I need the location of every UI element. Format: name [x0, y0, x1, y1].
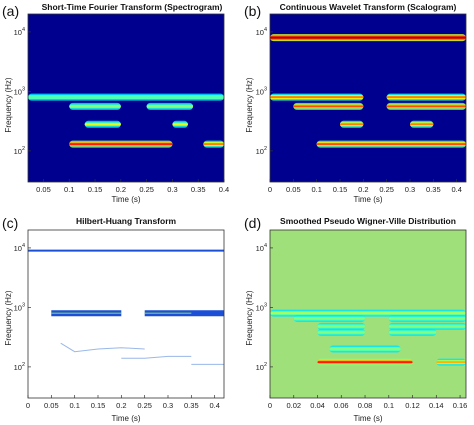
heatmap-band — [270, 36, 466, 39]
x-tick-label: 0.2 — [116, 185, 126, 194]
heatmap-band — [340, 123, 364, 126]
heatmap-band — [386, 96, 466, 99]
x-tick-label: 0.25 — [137, 401, 152, 410]
y-tick-label: 102 — [256, 146, 267, 156]
x-tick-label: 0.4 — [209, 401, 219, 410]
x-tick-label: 0.25 — [379, 185, 394, 194]
hht-trace — [121, 355, 192, 359]
heatmap-band — [172, 123, 188, 126]
x-tick-label: 0.12 — [405, 401, 420, 410]
heatmap-band — [317, 331, 366, 334]
heatmap-band — [329, 347, 401, 350]
heatmap-band — [28, 96, 224, 99]
x-tick-label: 0.35 — [184, 401, 199, 410]
y-tick-label: 103 — [14, 302, 25, 312]
panel-letter-c: (c) — [2, 215, 18, 231]
heatmap-band — [386, 105, 466, 108]
panel-d: (d) Smoothed Pseudo Wigner-Ville Distrib… — [244, 215, 467, 423]
x-tick-label: 0.14 — [429, 401, 444, 410]
x-tick-label: 0.16 — [453, 401, 468, 410]
x-tick-label: 0.15 — [88, 185, 103, 194]
heatmap-band — [69, 143, 173, 146]
x-tick-label: 0 — [268, 401, 272, 410]
x-tick-label: 0.3 — [163, 401, 173, 410]
panel-c-xlabel: Time (s) — [111, 414, 140, 423]
x-tick-label: 0.04 — [310, 401, 325, 410]
y-tick-label: 103 — [256, 86, 267, 96]
heatmap-band — [388, 325, 466, 328]
panel-b-xlabel: Time (s) — [353, 195, 382, 204]
y-tick-label: 102 — [14, 362, 25, 372]
heatmap-band — [317, 325, 366, 328]
heatmap-band — [293, 105, 364, 108]
x-tick-label: 0 — [268, 185, 272, 194]
x-tick-label: 0.4 — [219, 185, 229, 194]
x-tick-label: 0.2 — [116, 401, 126, 410]
panel-c-title: Hilbert-Huang Transform — [76, 216, 177, 226]
panel-c: (c) Hilbert-Huang Transform Frequency (H… — [2, 215, 225, 423]
y-tick-label: 102 — [14, 146, 25, 156]
heatmap-band — [317, 361, 413, 364]
panel-d-xlabel: Time (s) — [353, 414, 382, 423]
heatmap-band — [388, 317, 466, 320]
x-tick-label: 0.1 — [64, 185, 74, 194]
x-tick-label: 0.05 — [44, 401, 59, 410]
x-tick-label: 0.4 — [451, 185, 461, 194]
y-tick-label: 104 — [256, 27, 267, 37]
y-tick-label: 104 — [14, 27, 25, 37]
panel-d-title: Smoothed Pseudo Wigner-Ville Distributio… — [280, 216, 456, 226]
y-tick-label: 104 — [14, 243, 25, 253]
x-tick-label: 0.1 — [69, 401, 79, 410]
x-tick-label: 0.15 — [333, 185, 348, 194]
x-tick-label: 0.06 — [334, 401, 349, 410]
y-tick-label: 102 — [256, 362, 267, 372]
heatmap-band — [316, 143, 466, 146]
x-tick-label: 0.3 — [405, 185, 415, 194]
x-tick-label: 0.1 — [311, 185, 321, 194]
y-tick-label: 103 — [256, 302, 267, 312]
hht-trace — [60, 342, 145, 353]
heatmap-band — [436, 361, 466, 364]
panel-letter-d: (d) — [244, 215, 261, 231]
y-tick-label: 104 — [256, 243, 267, 253]
panel-b-title: Continuous Wavelet Transform (Scalogram) — [280, 2, 457, 12]
heatmap-band — [388, 331, 437, 334]
x-tick-label: 0 — [26, 401, 30, 410]
panel-a-xlabel: Time (s) — [111, 195, 140, 204]
x-tick-label: 0.05 — [286, 185, 301, 194]
x-tick-label: 0.35 — [426, 185, 441, 194]
heatmap-band — [270, 96, 364, 99]
x-tick-label: 0.2 — [358, 185, 368, 194]
x-tick-label: 0.1 — [384, 401, 394, 410]
x-tick-label: 0.02 — [286, 401, 301, 410]
panel-a-title: Short-Time Fourier Transform (Spectrogra… — [42, 2, 223, 12]
heatmap-band — [84, 123, 121, 126]
heatmap-band — [410, 123, 434, 126]
panel-letter-a: (a) — [2, 3, 19, 19]
panel-b: (b) Continuous Wavelet Transform (Scalog… — [244, 2, 467, 204]
panel-a-ylabel: Frequency (Hz) — [4, 77, 13, 132]
x-tick-label: 0.15 — [91, 401, 106, 410]
x-tick-label: 0.25 — [139, 185, 154, 194]
heatmap-band — [146, 105, 194, 108]
panel-letter-b: (b) — [244, 3, 261, 19]
y-tick-label: 103 — [14, 86, 25, 96]
panel-d-ylabel: Frequency (Hz) — [245, 290, 254, 345]
x-tick-label: 0.05 — [36, 185, 51, 194]
panel-c-ylabel: Frequency (Hz) — [4, 290, 13, 345]
x-tick-label: 0.08 — [358, 401, 373, 410]
panel-a: (a) Short-Time Fourier Transform (Spectr… — [2, 2, 229, 204]
x-tick-label: 0.3 — [167, 185, 177, 194]
panel-b-ylabel: Frequency (Hz) — [245, 77, 254, 132]
heatmap-band — [293, 317, 366, 320]
heatmap-band — [270, 312, 466, 315]
x-tick-label: 0.35 — [191, 185, 206, 194]
heatmap-band — [69, 105, 121, 108]
heatmap-band — [203, 143, 224, 146]
